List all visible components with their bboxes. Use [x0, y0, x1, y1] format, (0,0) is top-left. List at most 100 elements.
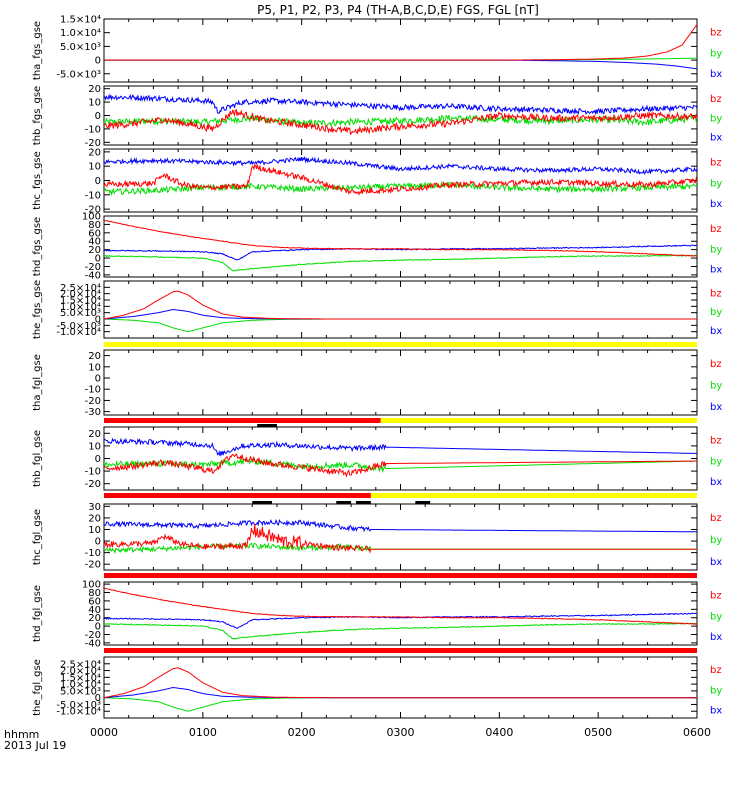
quality-bar-bottom: [104, 493, 371, 498]
series-bz: [104, 452, 697, 478]
gap-tick: [336, 501, 352, 504]
panel-tha_fgs_gse: tha_fgs_gse 1.5×10⁴ 1.0×10⁴ 5.0×10³ 0 -5.0×10…: [32, 15, 722, 83]
y-tick-label: -20: [85, 479, 101, 490]
series-bz: [104, 523, 697, 554]
y-tick-label: 20: [88, 613, 101, 624]
y-axis-label: thd_fgs_gse: [32, 217, 43, 276]
legend-bz: bz: [710, 359, 722, 370]
series-bx: [104, 612, 697, 629]
y-tick-label: 0: [95, 315, 101, 326]
series-by: [104, 622, 697, 640]
quality-bar-bottom: [104, 418, 381, 423]
legend-by: by: [710, 611, 722, 622]
series-by: [104, 254, 697, 272]
y-axis-label: tha_fgl_gse: [32, 354, 43, 411]
legend-bx: bx: [710, 477, 722, 488]
y-axis-label: the_fgl_gse: [32, 659, 43, 716]
y-axis-label: thb_fgs_gse: [32, 86, 43, 145]
series-bx: [104, 93, 697, 116]
y-tick-label: 0: [95, 622, 101, 633]
x-tick-label: 0500: [584, 726, 612, 739]
y-tick-label: 20: [88, 351, 101, 362]
gap-tick: [415, 501, 431, 504]
y-tick-label: 0: [95, 537, 101, 548]
panel-frame: [103, 656, 698, 719]
y-tick-label: 0: [95, 254, 101, 265]
legend-by: by: [710, 307, 722, 318]
y-tick-label: -30: [85, 407, 101, 418]
legend-by: by: [710, 244, 722, 255]
y-tick-label: 40: [88, 605, 101, 616]
y-tick-label: 1.0×10⁴: [60, 680, 101, 691]
legend-bx: bx: [710, 326, 722, 337]
y-tick-label: -5.0×10³: [56, 321, 101, 332]
y-tick-label: -1.0×10⁴: [56, 327, 101, 338]
legend-bz: bz: [710, 513, 722, 524]
y-tick-label: 2.5×10⁴: [60, 283, 101, 294]
series-bz: [104, 108, 697, 136]
y-axis-label: thc_fgs_gse: [32, 151, 43, 210]
y-tick-label: -20: [85, 560, 101, 571]
y-tick-label: 2.0×10⁴: [60, 666, 101, 677]
series-bz: [104, 219, 697, 257]
y-tick-label: 60: [88, 228, 101, 239]
y-tick-label: 20: [88, 147, 101, 158]
time-format-label: hhmm: [4, 728, 39, 741]
y-tick-label: 0: [95, 56, 101, 67]
y-tick-label: -1.0×10⁴: [56, 707, 101, 718]
y-tick-label: 10: [88, 362, 101, 373]
legend-by: by: [710, 48, 722, 59]
y-tick-label: 0: [95, 374, 101, 385]
series-by: [104, 697, 697, 712]
y-tick-label: -5.0×10³: [56, 700, 101, 711]
series-bz: [104, 587, 697, 625]
series-bx: [104, 686, 697, 699]
panel-frame: [103, 280, 698, 339]
legend-bx: bx: [710, 264, 722, 275]
quality-bar-bottom: [104, 573, 697, 578]
y-axis-label: thd_fgl_gse: [32, 585, 43, 642]
legend-bz: bz: [710, 591, 722, 602]
y-axis-label: thc_fgl_gse: [32, 509, 43, 565]
y-tick-label: 20: [88, 429, 101, 440]
panel-frame: [103, 426, 698, 491]
y-tick-label: 20: [88, 245, 101, 256]
panel-frame: [103, 349, 698, 416]
y-tick-label: 5.0×10³: [60, 308, 101, 319]
y-tick-label: 5.0×10³: [60, 686, 101, 697]
legend-by: by: [710, 380, 722, 391]
panel-frame: [103, 581, 698, 646]
y-axis-label: tha_fgs_gse: [32, 21, 43, 80]
gap-tick: [252, 501, 273, 504]
panel-thb_fgs_gse: thb_fgs_gse 20 10 0 -10 -20 bz by bx: [32, 84, 722, 149]
y-tick-label: 1.0×10⁴: [60, 28, 101, 39]
panel-frame: [103, 18, 698, 83]
series-bx: [104, 59, 697, 70]
series-bx: [104, 518, 697, 533]
y-tick-label: 40: [88, 237, 101, 248]
y-tick-label: 20: [88, 513, 101, 524]
gap-tick: [356, 501, 371, 504]
legend-bz: bz: [710, 158, 722, 169]
legend-bx: bx: [710, 705, 722, 716]
series-bx: [104, 308, 697, 320]
panel-frame: [103, 85, 698, 146]
y-tick-label: 1.5×10⁴: [60, 673, 101, 684]
quality-bar-top: [104, 342, 697, 347]
panels: tha_fgs_gse1.5×10⁴1.0×10⁴5.0×10³0-5.0×10…: [32, 15, 722, 719]
y-tick-label: 80: [88, 588, 101, 599]
x-tick-label: 0400: [485, 726, 513, 739]
legend-bz: bz: [710, 94, 722, 105]
y-tick-label: 80: [88, 220, 101, 231]
y-tick-label: 10: [88, 162, 101, 173]
y-tick-label: -10: [85, 548, 101, 559]
y-tick-label: 0: [95, 454, 101, 465]
y-tick-label: 20: [88, 84, 101, 95]
legend-by: by: [710, 113, 722, 124]
